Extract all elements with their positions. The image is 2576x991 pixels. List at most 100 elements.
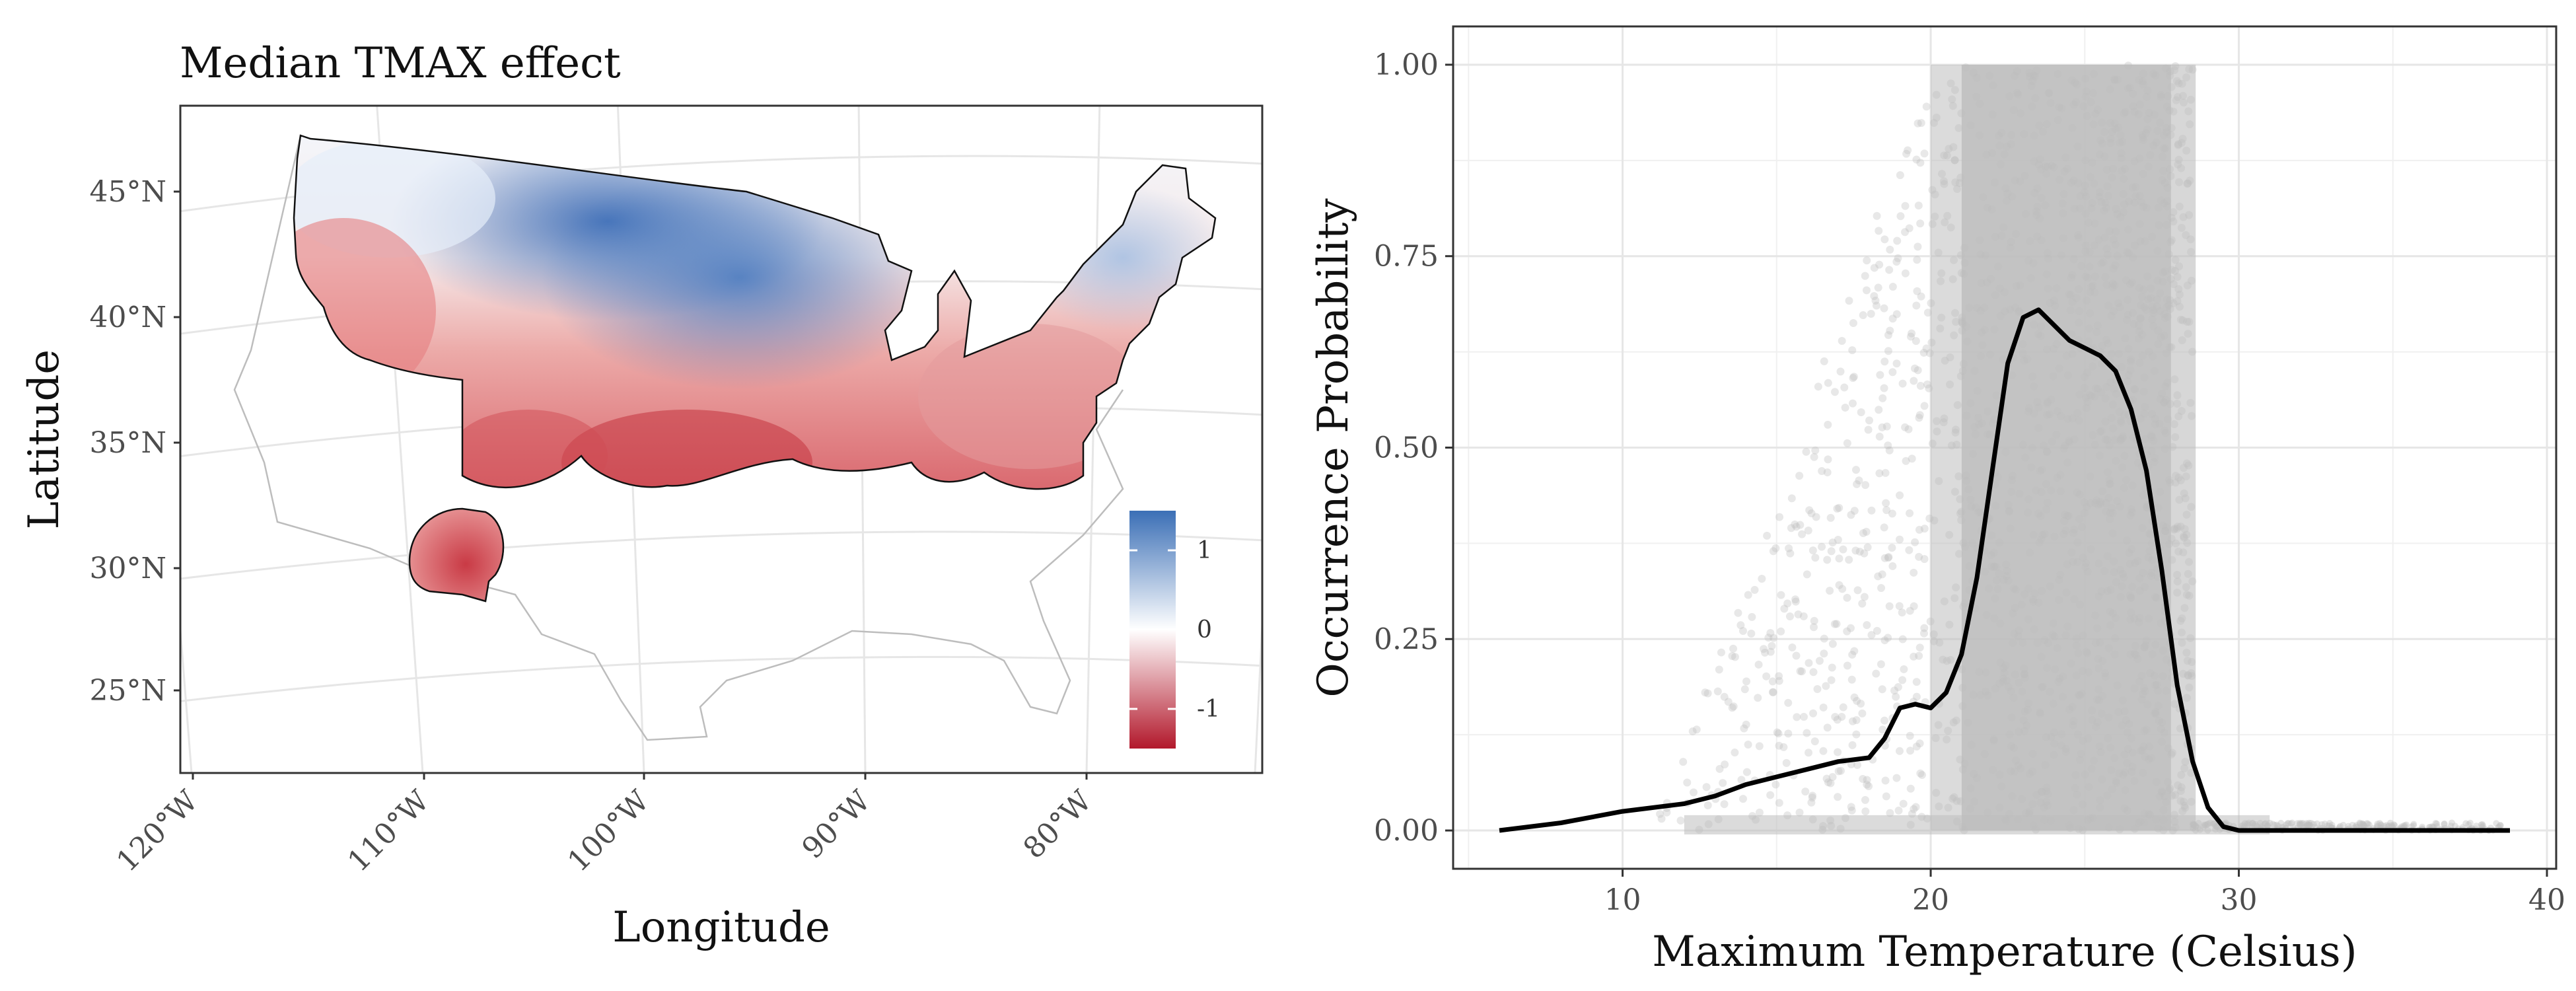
scatter-point	[1932, 114, 1941, 122]
scatter-point	[1958, 367, 1967, 375]
scatter-point	[2326, 820, 2333, 827]
scatter-point	[2061, 527, 2070, 535]
scatter-point	[2465, 821, 2472, 828]
scatter-point	[1984, 203, 1992, 212]
scatter-point	[1902, 457, 1910, 465]
scatter-point	[2079, 631, 2087, 640]
scatter-point	[2176, 616, 2185, 625]
scatter-point	[2124, 745, 2132, 753]
scatter-point	[2185, 65, 2194, 73]
scatter-point	[1892, 310, 1901, 318]
scatter-point	[1848, 399, 1857, 408]
scatter-point	[2270, 821, 2277, 828]
scatter-point	[2073, 408, 2082, 417]
scatter-point	[2035, 121, 2044, 129]
scatter-point	[2190, 821, 2197, 828]
scatter-y-label: Occurrence Probability	[1309, 198, 1358, 697]
scatter-point	[2075, 825, 2083, 833]
scatter-point	[1896, 212, 1905, 221]
map-x-label: Longitude	[612, 903, 830, 952]
scatter-point	[2043, 663, 2052, 672]
scatter-point	[2091, 392, 2099, 401]
scatter-point	[2151, 71, 2160, 79]
scatter-point	[2241, 820, 2248, 827]
scatter-point	[2093, 328, 2101, 336]
scatter-point	[1951, 428, 1960, 437]
scatter-point	[2001, 448, 2010, 457]
scatter-point	[1888, 368, 1897, 377]
scatter-point	[1943, 211, 1952, 220]
scatter-point	[2106, 608, 2114, 616]
scatter-point	[1874, 283, 1882, 292]
scatter-point	[2102, 336, 2111, 344]
scatter-point	[2121, 165, 2129, 173]
scatter-point	[1736, 621, 1745, 630]
scatter-point	[2147, 433, 2156, 441]
scatter-point	[2157, 737, 2166, 746]
scatter-point	[2145, 108, 2153, 117]
scatter-point	[2104, 714, 2113, 722]
scatter-point	[1983, 278, 1991, 287]
scatter-point	[1774, 729, 1783, 738]
scatter-point	[1819, 703, 1828, 712]
scatter-point	[2070, 435, 2079, 444]
scatter-point	[2047, 396, 2056, 404]
scatter-point	[2184, 671, 2192, 679]
scatter-point	[2117, 416, 2126, 425]
scatter-point	[2155, 716, 2163, 725]
scatter-point	[2146, 530, 2155, 538]
scatter-point	[1910, 602, 1918, 610]
scatter-point	[1872, 301, 1880, 310]
map-x-tick-label: 110°W	[341, 784, 437, 879]
scatter-point	[1858, 599, 1867, 608]
scatter-point	[2020, 670, 2028, 679]
scatter-point	[2187, 276, 2196, 285]
scatter-point	[2157, 333, 2165, 342]
scatter-point	[1949, 794, 1957, 803]
scatter-point	[1884, 553, 1893, 562]
scatter-point	[1952, 441, 1961, 449]
scatter-point	[1848, 717, 1857, 725]
scatter-point	[1810, 623, 1818, 632]
scatter-point	[2037, 194, 2046, 202]
scatter-point	[1949, 102, 1957, 110]
scatter-point	[2067, 76, 2076, 85]
scatter-point	[2097, 427, 2106, 435]
scatter-point	[2030, 625, 2038, 634]
scatter-point	[2008, 472, 2017, 480]
scatter-point	[2164, 415, 2172, 423]
scatter-point	[1989, 419, 1997, 427]
scatter-point	[2159, 826, 2168, 834]
scatter-point	[2062, 588, 2071, 597]
scatter-point	[2061, 747, 2070, 756]
scatter-point	[2150, 110, 2159, 119]
scatter-point	[1770, 634, 1778, 642]
scatter-point	[1886, 326, 1894, 335]
scatter-point	[2075, 515, 2084, 523]
scatter-point	[1847, 806, 1856, 815]
scatter-point	[1882, 506, 1891, 515]
scatter-point	[2110, 75, 2119, 84]
scatter-point	[2116, 131, 2125, 139]
scatter-point	[1952, 583, 1960, 592]
scatter-point	[2174, 412, 2183, 421]
scatter-point	[2087, 545, 2095, 554]
scatter-point	[2069, 721, 2077, 729]
scatter-point	[1991, 501, 2000, 510]
scatter-point	[2073, 558, 2082, 566]
scatter-point	[2143, 700, 2152, 709]
scatter-point	[2119, 208, 2128, 217]
scatter-point	[2011, 670, 2019, 679]
scatter-point	[2168, 443, 2177, 451]
scatter-point	[1823, 723, 1832, 732]
scatter-point	[2086, 499, 2094, 507]
scatter-point	[2126, 591, 2134, 600]
scatter-point	[1795, 472, 1804, 480]
scatter-point	[2110, 76, 2119, 85]
scatter-point	[2004, 501, 2013, 509]
scatter-point	[2140, 684, 2149, 692]
scatter-point	[1981, 251, 1989, 260]
scatter-point	[2116, 435, 2125, 444]
scatter-point	[2170, 817, 2179, 826]
scatter-point	[2299, 820, 2307, 827]
